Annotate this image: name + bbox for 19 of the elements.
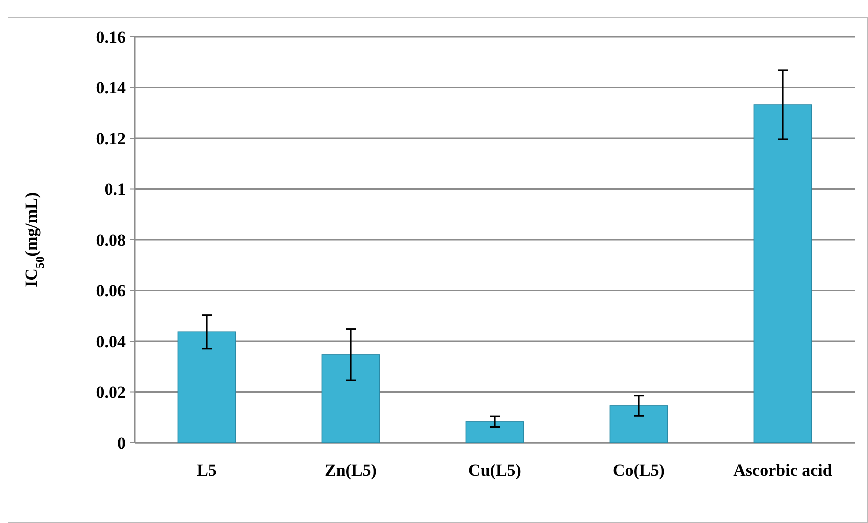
y-tick-label: 0.16 [96, 28, 126, 47]
y-tick-label: 0.12 [96, 129, 126, 148]
bar [322, 354, 380, 444]
y-tick-label: 0.06 [96, 282, 126, 301]
y-tick-label: 0.04 [96, 332, 126, 352]
y-tick-label: 0 [118, 434, 126, 453]
x-tick-label: Zn(L5) [325, 461, 377, 480]
x-tick-label: Ascorbic acid [734, 461, 833, 480]
bar [754, 104, 812, 444]
y-tick-label: 0.14 [96, 78, 126, 98]
bar [178, 332, 236, 444]
y-tick-label: 0.1 [104, 180, 126, 200]
bar [466, 422, 524, 444]
x-tick-label: L5 [197, 461, 217, 480]
bar [610, 406, 668, 444]
y-tick-label: 0.08 [96, 230, 126, 250]
x-tick-label: Cu(L5) [468, 461, 522, 480]
x-tick-label: Co(L5) [613, 461, 665, 480]
y-tick-label: 0.02 [96, 383, 126, 402]
